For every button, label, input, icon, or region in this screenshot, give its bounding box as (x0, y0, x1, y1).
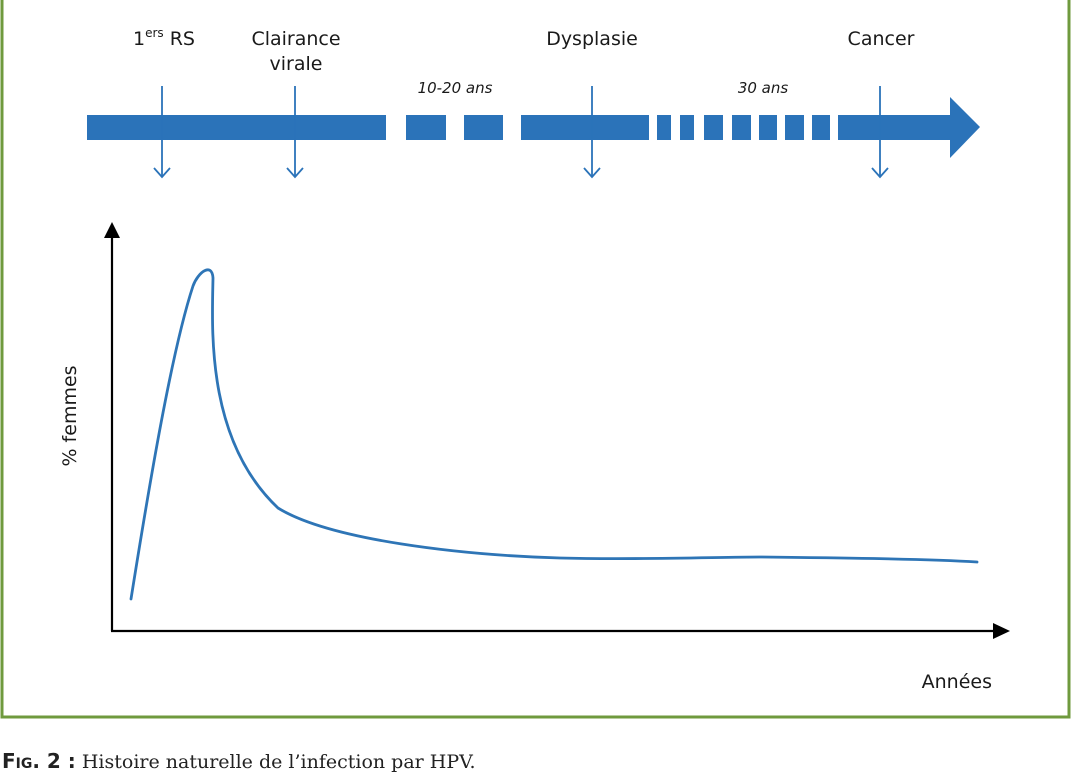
figure-border (0, 0, 1071, 719)
stage-marker-dysplasie (583, 86, 601, 179)
timeline-dash (704, 115, 723, 140)
timeline-dash (812, 115, 830, 140)
stage-markers (153, 86, 889, 179)
figure-caption: Fig. 2 : Histoire naturelle de l’infecti… (2, 749, 476, 773)
y-axis-arrowhead (104, 222, 120, 238)
y-axis-label: % femmes (59, 365, 81, 466)
graph-axes (104, 222, 1010, 639)
timeline-dash (759, 115, 777, 140)
timeline-dash (732, 115, 751, 140)
stage-label-cancer: Cancer (848, 28, 915, 50)
duration-label-10-20: 10-20 ans (418, 79, 493, 97)
timeline-dash (406, 115, 446, 140)
duration-label-30: 30 ans (738, 79, 789, 97)
timeline-arrowhead (838, 97, 980, 158)
timeline-dash (680, 115, 694, 140)
stage-marker-cancer (871, 86, 889, 179)
x-axis-label: Années (922, 671, 992, 693)
infection-prevalence-curve (129, 268, 979, 601)
stage-label-virale: virale (270, 53, 323, 75)
x-axis-arrowhead (993, 623, 1010, 639)
timeline-dash (657, 115, 671, 140)
stage-label-rs: 1ers RS (133, 26, 195, 50)
timeline-dash (785, 115, 804, 140)
figure-caption-label: Fig. 2 : (2, 749, 76, 773)
timeline-bar (87, 97, 980, 158)
timeline-segment-mid (521, 115, 649, 140)
timeline-segment-main (87, 115, 386, 140)
stage-marker-clairance (286, 86, 304, 179)
stage-label-clairance: Clairance (251, 28, 340, 50)
stage-label-dysplasie: Dysplasie (546, 28, 638, 50)
stage-marker-rs (153, 86, 171, 179)
timeline-dash (464, 115, 503, 140)
figure-caption-text: Histoire naturelle de l’infection par HP… (75, 751, 476, 773)
